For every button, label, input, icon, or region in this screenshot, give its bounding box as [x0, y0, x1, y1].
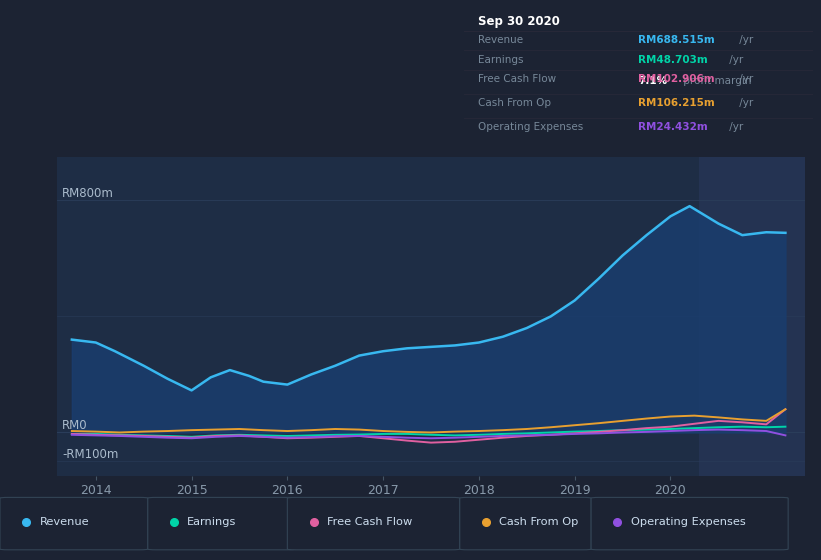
Text: /yr: /yr [727, 55, 744, 64]
Text: Operating Expenses: Operating Expenses [478, 122, 583, 132]
FancyBboxPatch shape [0, 497, 148, 550]
Text: Operating Expenses: Operating Expenses [631, 517, 745, 527]
Bar [699, 157, 805, 476]
Text: /yr: /yr [736, 35, 754, 45]
FancyBboxPatch shape [148, 497, 296, 550]
Text: Revenue: Revenue [39, 517, 89, 527]
Text: RM102.906m: RM102.906m [639, 74, 715, 84]
Text: RM106.215m: RM106.215m [639, 98, 715, 108]
Text: Earnings: Earnings [187, 517, 236, 527]
Text: Free Cash Flow: Free Cash Flow [478, 74, 556, 84]
Text: 7.1%: 7.1% [639, 76, 667, 86]
Text: profit margin: profit margin [680, 76, 752, 86]
Text: RM688.515m: RM688.515m [639, 35, 715, 45]
Text: Revenue: Revenue [478, 35, 523, 45]
FancyBboxPatch shape [287, 497, 460, 550]
Text: Earnings: Earnings [478, 55, 523, 64]
Text: Cash From Op: Cash From Op [499, 517, 579, 527]
Text: -RM100m: -RM100m [62, 448, 118, 461]
Text: RM0: RM0 [62, 419, 88, 432]
FancyBboxPatch shape [591, 497, 788, 550]
Text: /yr: /yr [736, 98, 754, 108]
Text: RM48.703m: RM48.703m [639, 55, 708, 64]
Text: RM800m: RM800m [62, 186, 114, 200]
Text: /yr: /yr [727, 122, 744, 132]
Text: Free Cash Flow: Free Cash Flow [327, 517, 412, 527]
Text: Sep 30 2020: Sep 30 2020 [478, 15, 560, 29]
Text: /yr: /yr [736, 74, 754, 84]
FancyBboxPatch shape [460, 497, 591, 550]
Text: RM24.432m: RM24.432m [639, 122, 708, 132]
Text: Cash From Op: Cash From Op [478, 98, 551, 108]
